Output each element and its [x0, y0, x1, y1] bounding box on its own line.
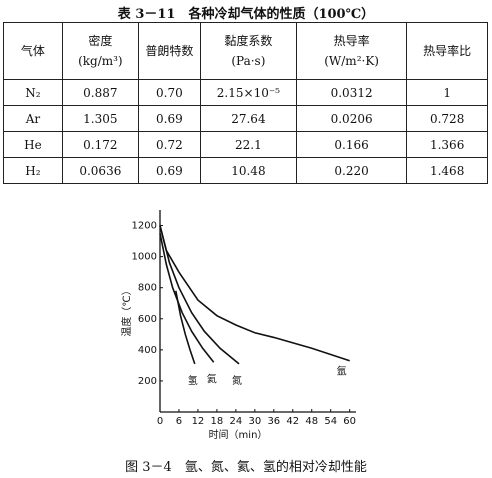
table-cell: 2.15×10⁻⁵	[199, 79, 297, 106]
header-name: 普朗特数	[145, 44, 194, 58]
y-tick-label: 600	[138, 314, 157, 325]
header-unit: (W/m²·K)	[324, 54, 379, 68]
table-cell: 0.69	[137, 157, 201, 184]
cooling-curve	[159, 225, 350, 362]
header-cell: 普朗特数	[137, 22, 201, 80]
table-row: H₂ 0.0636 0.69 10.48 0.220 1.468	[3, 157, 488, 184]
x-tick-label: 6	[176, 416, 182, 427]
header-name: 气体	[20, 44, 45, 58]
table-body: N₂ 0.887 0.70 2.15×10⁻⁵ 0.0312 1 Ar 1.305 0.69 27…	[3, 79, 488, 184]
header-unit: (Pa·s)	[231, 54, 266, 68]
table-cell: 22.1	[199, 131, 297, 158]
series-label: 氩	[337, 365, 347, 378]
table-cell: He	[3, 131, 63, 158]
x-tick-label: 30	[248, 416, 261, 427]
header-cell: 密度 (kg/m³)	[61, 22, 139, 80]
table-cell: H₂	[3, 157, 63, 184]
table-row: He 0.172 0.72 22.1 0.166 1.366	[3, 131, 488, 158]
chart: 0 6 12 18 24 30 36 42 48 54 60 200 400 600 800 1000 1200…	[120, 210, 356, 441]
x-tick-label: 0	[157, 416, 163, 427]
series-label: 氮	[232, 374, 242, 387]
x-tick-label: 48	[305, 416, 318, 427]
x-tick-label: 60	[343, 416, 356, 427]
table-cell: 0.220	[295, 157, 408, 184]
header-name: 黏度系数	[224, 34, 273, 48]
table-row: N₂ 0.887 0.70 2.15×10⁻⁵ 0.0312 1	[3, 79, 488, 106]
table-cell: 0.70	[137, 79, 201, 106]
x-tick-label: 36	[267, 416, 280, 427]
header-unit: (kg/m³)	[78, 54, 123, 68]
table-cell: Ar	[3, 105, 63, 132]
x-tick-label: 54	[324, 416, 337, 427]
cooling-curve	[159, 225, 240, 365]
x-tick-label: 12	[192, 416, 205, 427]
y-tick-label: 200	[138, 376, 157, 387]
table-title: 表 3－11 各种冷却气体的性质（100℃）	[117, 7, 375, 22]
table-cell: 1	[406, 79, 488, 106]
header-row: 气体 密度 (kg/m³) 普朗特数 黏度系数 (Pa·s) 热导率 (W/m²·K) 热导率比	[3, 22, 488, 80]
series-label: 氦	[207, 372, 217, 385]
table-cell: N₂	[3, 79, 63, 106]
table-cell: 0.172	[61, 131, 139, 158]
properties-table: 气体 密度 (kg/m³) 普朗特数 黏度系数 (Pa·s) 热导率 (W/m²·K) 热导率比…	[3, 22, 488, 184]
y-tick-label: 1000	[132, 252, 157, 263]
table-row: Ar 1.305 0.69 27.64 0.0206 0.728	[3, 105, 488, 132]
table-cell: 0.0312	[295, 79, 408, 106]
header-name: 密度	[88, 34, 113, 48]
figure-caption: 图 3－4 氩、氮、氦、氢的相对冷却性能	[125, 460, 367, 475]
x-axis-label: 时间（min）	[209, 428, 268, 441]
table-cell: 0.0206	[295, 105, 408, 132]
table-cell: 0.72	[137, 131, 201, 158]
table-cell: 1.305	[61, 105, 139, 132]
x-tick-label: 18	[211, 416, 224, 427]
y-tick-label: 1200	[132, 221, 157, 232]
table-cell: 1.468	[406, 157, 488, 184]
table-cell: 10.48	[199, 157, 297, 184]
y-tick-label: 400	[138, 345, 157, 356]
table-cell: 1.366	[406, 131, 488, 158]
header-name: 热导率	[333, 34, 370, 48]
cooling-curve	[175, 290, 196, 365]
header-cell: 黏度系数 (Pa·s)	[199, 22, 297, 80]
table-cell: 0.887	[61, 79, 139, 106]
table-cell: 0.728	[406, 105, 488, 132]
cooling-curve	[159, 233, 215, 363]
x-tick-label: 42	[286, 416, 299, 427]
series-label: 氢	[188, 374, 198, 387]
header-name: 热导率比	[423, 44, 472, 58]
y-tick-label: 800	[138, 283, 157, 294]
header-cell: 热导率 (W/m²·K)	[295, 22, 408, 80]
header-cell: 热导率比	[406, 22, 488, 80]
header-cell: 气体	[3, 22, 63, 80]
table-cell: 0.69	[137, 105, 201, 132]
x-tick-label: 24	[230, 416, 243, 427]
table-cell: 0.166	[295, 131, 408, 158]
table-cell: 27.64	[199, 105, 297, 132]
y-axis-label: 温度（℃）	[120, 285, 133, 336]
table-cell: 0.0636	[61, 157, 139, 184]
